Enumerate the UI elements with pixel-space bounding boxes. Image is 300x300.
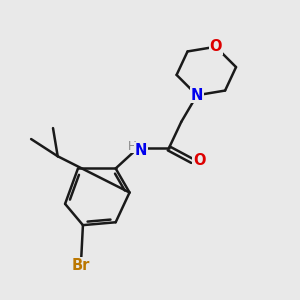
Text: O: O [209,39,222,54]
Text: O: O [193,154,206,169]
Text: Br: Br [72,258,90,273]
Text: N: N [134,143,147,158]
Text: H: H [128,140,136,153]
Text: N: N [191,88,203,103]
